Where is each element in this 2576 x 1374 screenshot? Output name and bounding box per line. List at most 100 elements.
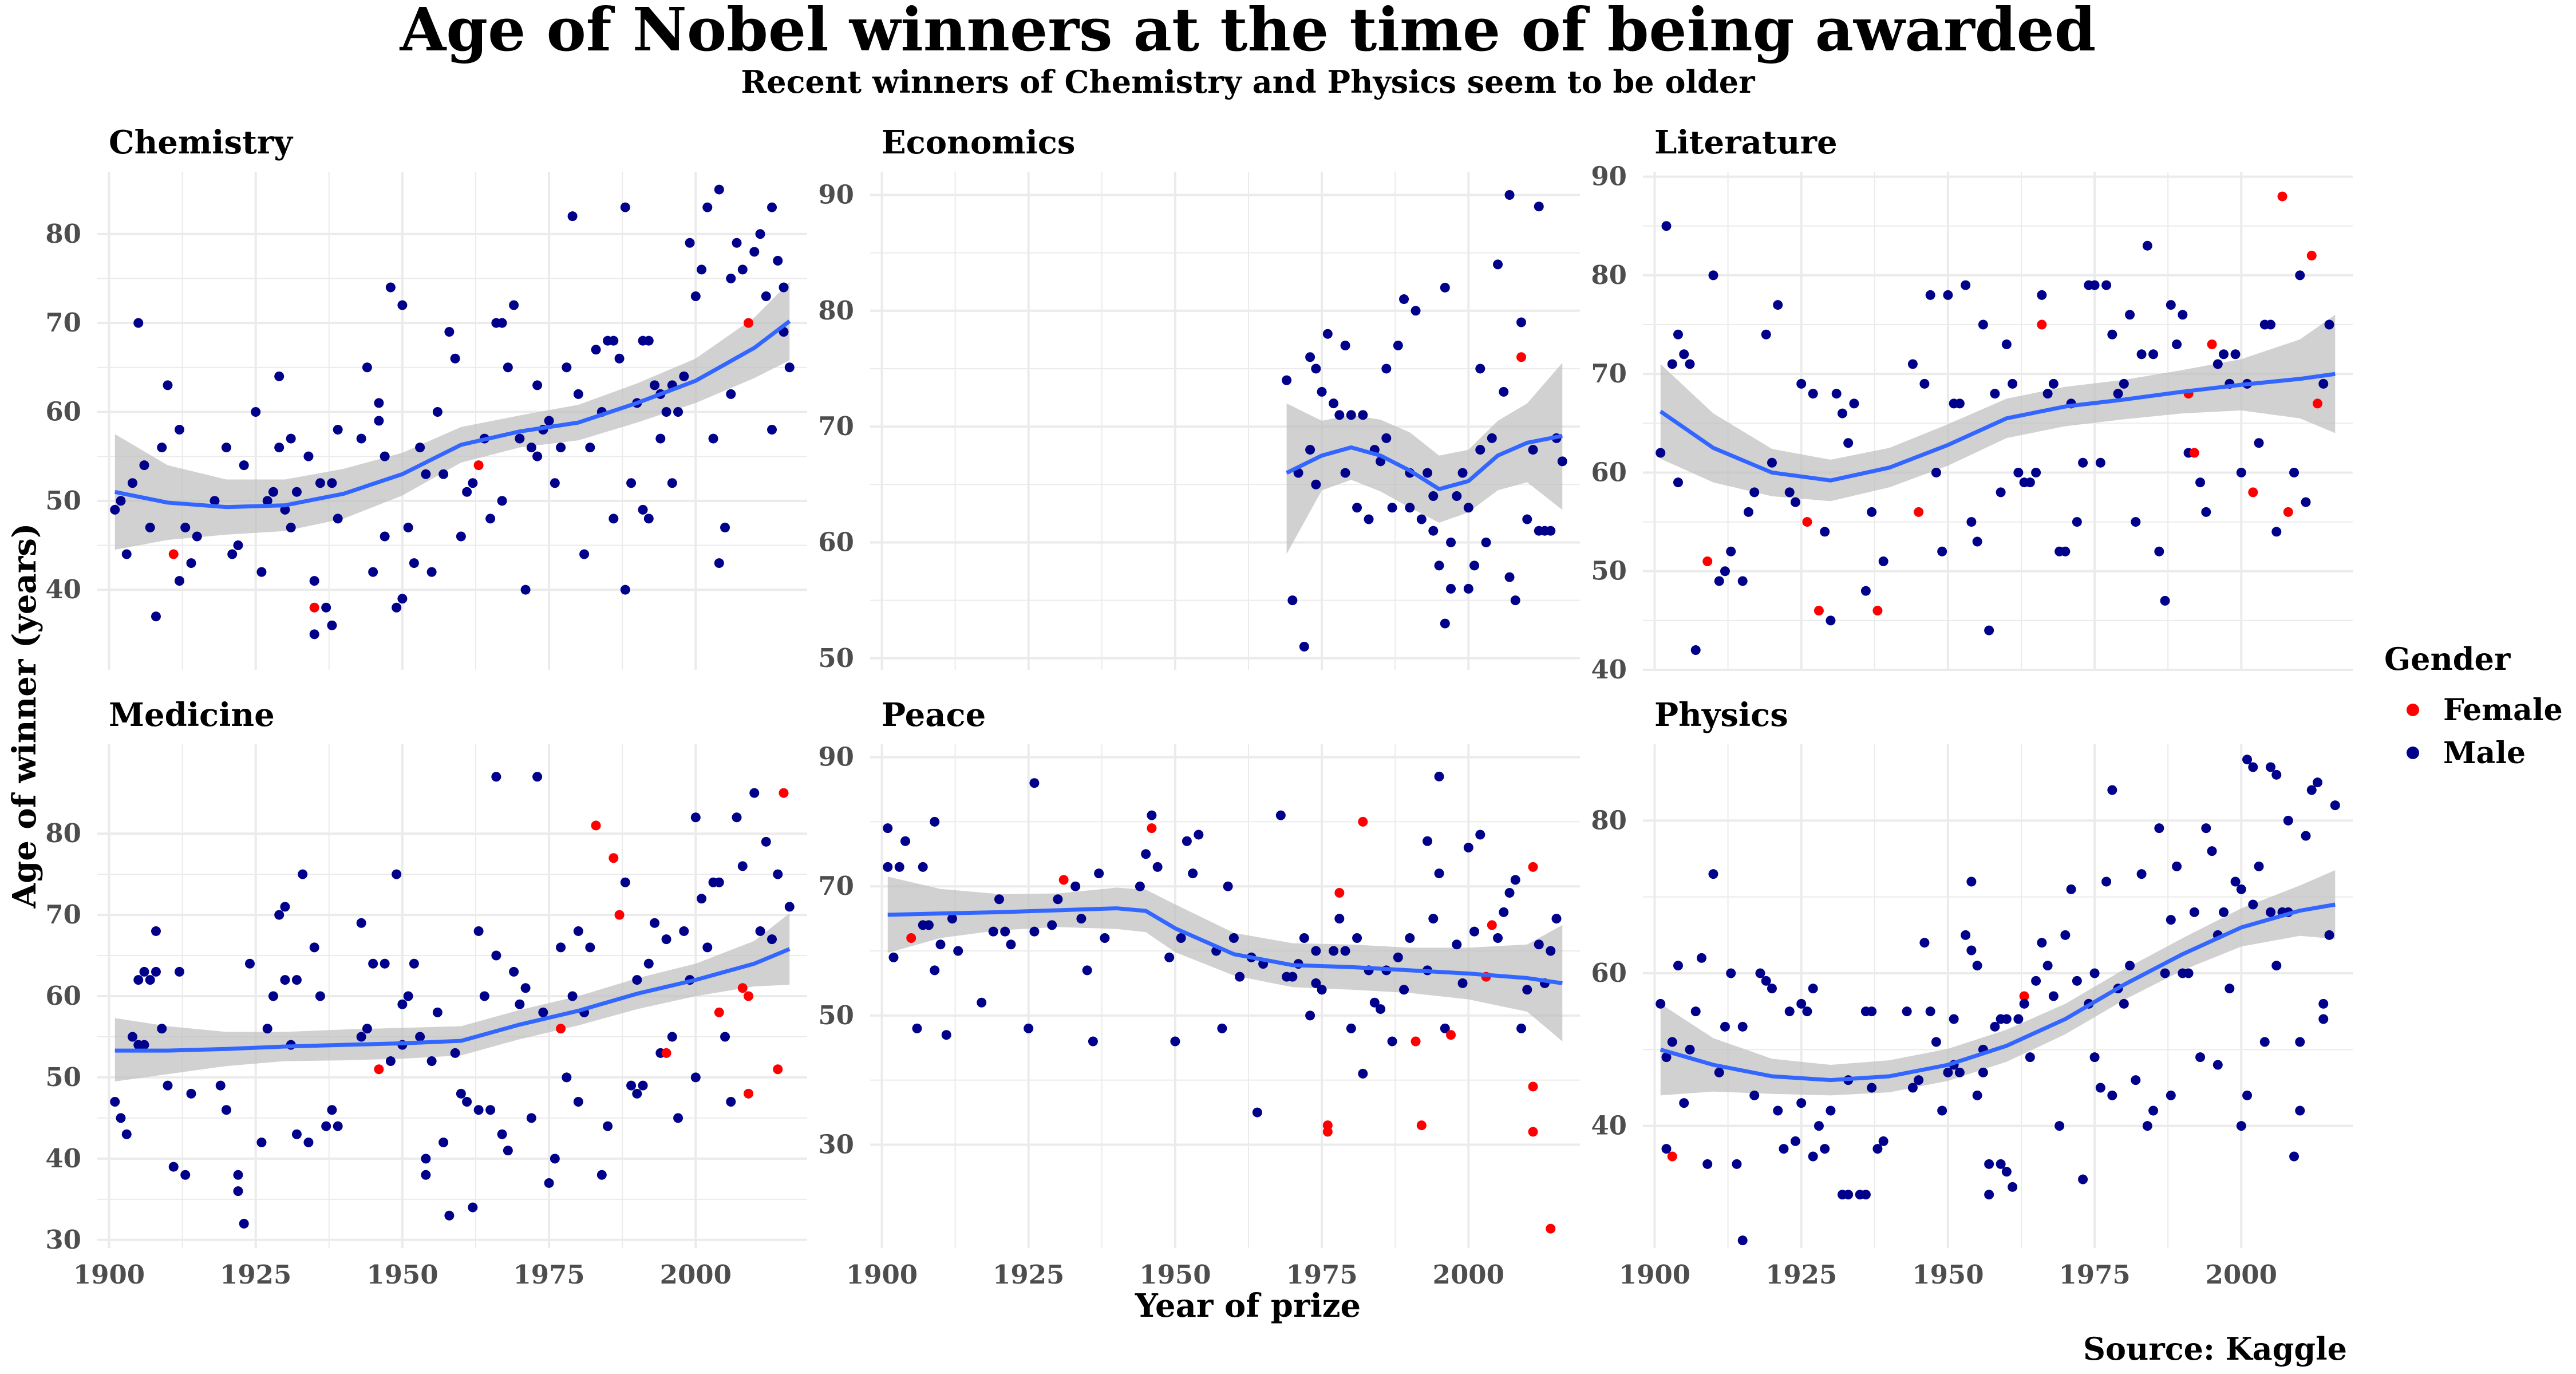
data-point-male <box>1667 1037 1677 1047</box>
data-point-male <box>1690 1006 1701 1017</box>
data-point-male <box>714 558 724 568</box>
data-point-male <box>1966 945 1977 956</box>
x-tick-label: 1925 <box>1765 1260 1837 1290</box>
data-point-male <box>1907 1083 1918 1093</box>
data-point-male <box>503 362 513 373</box>
y-tick-label: 60 <box>45 396 81 427</box>
data-point-male <box>380 451 390 461</box>
data-point-male <box>2089 1052 2100 1063</box>
data-point-male <box>1972 1090 1982 1100</box>
data-point-female <box>609 853 619 863</box>
data-point-female <box>1416 1120 1427 1131</box>
data-point-male <box>755 926 765 936</box>
data-point-male <box>1984 625 1994 635</box>
data-point-male <box>309 576 319 586</box>
data-point-male <box>994 894 1004 905</box>
data-point-male <box>291 1129 302 1139</box>
data-point-male <box>403 991 413 1001</box>
data-point-male <box>403 522 413 532</box>
data-point-male <box>1673 329 1683 339</box>
data-point-male <box>133 975 144 985</box>
confidence-band <box>887 876 1563 1041</box>
y-tick-label: 40 <box>1591 654 1627 685</box>
data-point-female <box>1667 1151 1677 1162</box>
data-point-male <box>145 522 155 532</box>
data-point-male <box>1463 843 1473 853</box>
data-point-male <box>497 496 507 506</box>
data-point-male <box>2025 1052 2035 1063</box>
data-point-male <box>1364 514 1374 524</box>
data-point-male <box>2055 1121 2065 1131</box>
data-point-male <box>900 836 910 846</box>
data-point-female <box>714 1007 724 1017</box>
data-point-male <box>1440 618 1450 629</box>
data-point-male <box>2019 998 2029 1009</box>
data-point-male <box>1726 546 1736 556</box>
data-point-female <box>309 602 319 613</box>
data-point-male <box>450 1048 460 1058</box>
data-point-male <box>2113 389 2123 399</box>
data-point-female <box>591 820 601 831</box>
data-point-male <box>1925 1006 1935 1017</box>
data-point-male <box>1972 961 1982 971</box>
data-point-male <box>1534 202 1544 212</box>
data-point-male <box>174 576 184 586</box>
data-point-male <box>720 1032 730 1042</box>
data-point-male <box>1667 359 1677 369</box>
data-point-male <box>1452 939 1462 950</box>
data-point-male <box>1661 221 1672 231</box>
y-tick-label: 90 <box>818 179 854 210</box>
y-tick-label: 80 <box>45 219 81 249</box>
data-point-male <box>110 504 120 515</box>
smooth-trend-line <box>114 319 791 510</box>
data-point-male <box>1399 985 1409 995</box>
y-tick-label: 30 <box>818 1129 854 1159</box>
data-point-male <box>567 211 578 222</box>
data-point-male <box>456 531 466 542</box>
smooth-trend-line <box>1286 433 1563 491</box>
data-point-male <box>333 1121 343 1131</box>
data-point-male <box>1914 1075 1924 1085</box>
data-point-male <box>426 1056 437 1067</box>
data-point-male <box>1381 433 1392 443</box>
data-point-male <box>462 1097 472 1107</box>
data-point-male <box>485 1105 496 1115</box>
data-point-male <box>1070 881 1081 891</box>
data-point-female <box>556 1024 566 1034</box>
data-point-female <box>2313 398 2323 409</box>
data-point-male <box>614 353 625 364</box>
data-point-male <box>1334 914 1345 924</box>
data-point-male <box>2242 755 2253 765</box>
data-point-male <box>280 975 290 985</box>
data-point-male <box>491 772 501 782</box>
data-point-male <box>2318 378 2329 389</box>
x-tick-label: 1950 <box>366 1260 438 1290</box>
data-point-male <box>1961 930 1971 940</box>
data-point-female <box>2019 991 2029 1001</box>
y-tick-label: 40 <box>45 1143 81 1174</box>
data-point-male <box>1949 1014 1959 1024</box>
data-point-male <box>2031 467 2041 477</box>
data-point-male <box>233 1186 243 1197</box>
data-point-male <box>1784 1006 1795 1017</box>
data-point-male <box>256 1137 267 1147</box>
data-point-male <box>1176 933 1186 943</box>
data-point-male <box>1826 1105 1836 1116</box>
data-point-male <box>532 772 543 782</box>
data-point-male <box>1446 583 1456 594</box>
data-point-male <box>2254 861 2264 871</box>
data-point-male <box>1358 410 1368 420</box>
data-point-male <box>1053 894 1063 905</box>
data-point-male <box>761 836 771 847</box>
data-point-male <box>1867 1083 1877 1093</box>
data-point-male <box>157 1024 167 1034</box>
data-point-male <box>1802 1006 1812 1017</box>
data-point-male <box>2078 1174 2088 1185</box>
data-point-male <box>1387 503 1397 513</box>
data-point-male <box>1860 586 1871 596</box>
data-point-male <box>2330 800 2340 811</box>
data-point-male <box>609 335 619 346</box>
data-point-male <box>632 975 642 985</box>
data-point-male <box>444 327 455 337</box>
data-point-male <box>2042 389 2053 399</box>
